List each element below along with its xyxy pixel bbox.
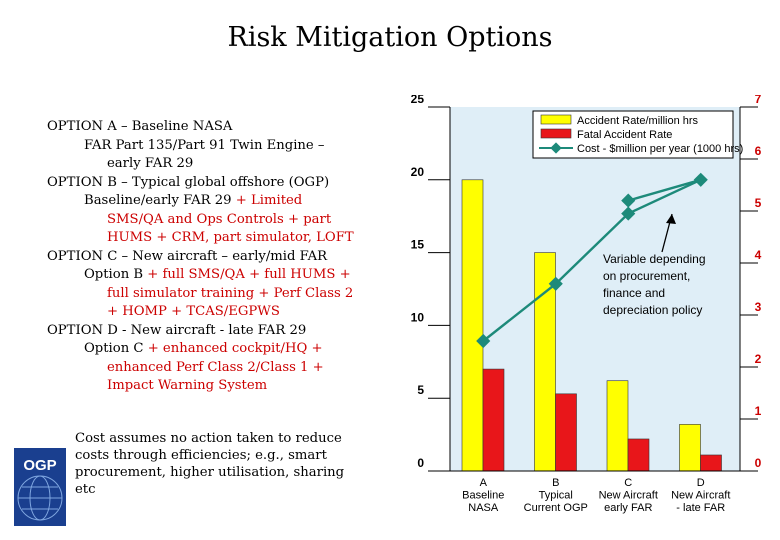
- option-text: enhanced Perf Class 2/Class 1 +: [107, 359, 324, 375]
- option-text: + HOMP + TCAS/EGPWS: [107, 304, 280, 319]
- right-tick-label: 0: [755, 456, 762, 470]
- option-text: SMS/QA and Ops Controls + part: [107, 211, 332, 227]
- option-text: Baseline/early FAR 29: [84, 193, 236, 208]
- option-text: early FAR 29: [107, 156, 194, 171]
- accident-rate-bar: [679, 424, 701, 472]
- category-label: A: [480, 477, 488, 489]
- annotation-arrowhead: [666, 214, 676, 224]
- left-tick-label: 5: [417, 383, 424, 397]
- option-text: full simulator training + Perf Class 2: [107, 285, 354, 301]
- option-line: + HOMP + TCAS/EGPWS: [47, 303, 387, 322]
- note-line: procurement, higher utilisation, sharing: [75, 465, 345, 480]
- option-text: FAR Part 135/Part 91 Twin Engine –: [84, 137, 325, 153]
- option-text: + enhanced cockpit/HQ +: [147, 341, 323, 356]
- left-tick-label: 20: [411, 165, 425, 179]
- annotation-line: Variable depending: [603, 252, 706, 266]
- right-tick-label: 7: [755, 95, 762, 106]
- left-tick-label: 10: [411, 310, 425, 324]
- legend-swatch: [540, 114, 572, 125]
- note-line: costs through efficiencies; e.g., smart: [75, 448, 327, 463]
- cost-point: [476, 333, 491, 349]
- legend-label: Accident Rate/million hrs: [577, 115, 699, 127]
- cost-point: [548, 276, 563, 291]
- cost-point: [693, 172, 708, 187]
- annotation-line: depreciation policy: [603, 303, 703, 317]
- legend-swatch: [540, 128, 572, 139]
- category-label: C: [624, 477, 632, 489]
- option-line: Impact Warning System: [47, 377, 387, 396]
- option-line: OPTION C – New aircraft – early/mid FAR: [47, 248, 387, 267]
- logo-text: OGP: [23, 457, 56, 474]
- fatal-rate-bar: [555, 393, 577, 472]
- cost-note: Cost assumes no action taken to reduce co…: [75, 430, 385, 498]
- option-text: OPTION A – Baseline NASA: [47, 119, 233, 134]
- category-label: NASA: [468, 502, 499, 514]
- note-line: Cost assumes no action taken to reduce: [75, 431, 342, 446]
- left-tick-label: 25: [411, 95, 425, 106]
- right-tick-label: 6: [755, 144, 762, 158]
- option-line: OPTION A – Baseline NASA: [47, 118, 387, 137]
- right-tick-label: 2: [755, 352, 762, 366]
- slide-title: Risk Mitigation Options: [227, 22, 553, 53]
- legend-label: Fatal Accident Rate: [577, 129, 672, 141]
- option-line: HUMS + CRM, part simulator, LOFT: [47, 229, 387, 248]
- option-text: Option B: [84, 267, 148, 282]
- category-label: New Aircraft: [599, 490, 658, 502]
- right-tick-label: 5: [755, 196, 762, 210]
- category-label: - late FAR: [676, 502, 725, 514]
- chart-legend: Accident Rate/million hrs Fatal Accident …: [532, 110, 743, 159]
- option-text: OPTION C – New aircraft – early/mid FAR: [47, 248, 328, 264]
- option-line: Option B + full SMS/QA + full HUMS +: [47, 266, 387, 285]
- risk-chart: 0 5 10 15 20 25 0 1 2 3 4 5 6 7 Accident Rate/million…: [411, 95, 762, 514]
- accident-rate-bar: [461, 179, 484, 472]
- category-label: early FAR: [604, 502, 652, 514]
- fatal-rate-bar: [482, 368, 505, 472]
- cost-point: [621, 206, 636, 221]
- note-line: etc: [75, 482, 96, 497]
- category-label: Current OGP: [524, 502, 588, 514]
- left-tick-label: 0: [417, 456, 424, 470]
- option-text: Option C: [84, 341, 148, 356]
- cost-line-alt: [627, 178, 702, 202]
- category-label: D: [697, 477, 705, 489]
- annotation-line: on procurement,: [603, 269, 691, 283]
- option-line: early FAR 29: [47, 155, 387, 174]
- option-line: OPTION B – Typical global offshore (OGP): [47, 174, 387, 193]
- annotation-line: finance and: [603, 286, 666, 300]
- category-label: B: [552, 477, 559, 489]
- option-line: OPTION D - New aircraft - late FAR 29: [47, 322, 387, 341]
- options-list: OPTION A – Baseline NASA FAR Part 135/Par…: [47, 118, 387, 396]
- option-line: SMS/QA and Ops Controls + part: [47, 211, 387, 230]
- option-text: + Limited: [235, 193, 303, 208]
- cost-line: [482, 178, 702, 342]
- left-tick-label: 15: [411, 238, 425, 252]
- right-tick-label: 1: [755, 404, 762, 418]
- category-label: Typical: [539, 490, 573, 502]
- right-tick-label: 3: [755, 300, 762, 314]
- category-label: New Aircraft: [671, 490, 730, 502]
- cost-point: [621, 193, 636, 208]
- accident-rate-bar: [606, 380, 629, 472]
- fatal-rate-bar: [700, 454, 722, 472]
- option-text: + full SMS/QA + full HUMS +: [147, 267, 351, 282]
- option-text: HUMS + CRM, part simulator, LOFT: [107, 230, 354, 245]
- option-line: full simulator training + Perf Class 2: [47, 285, 387, 304]
- option-line: Baseline/early FAR 29 + Limited: [47, 192, 387, 211]
- option-text: OPTION B – Typical global offshore (OGP): [47, 174, 330, 190]
- option-text: Impact Warning System: [107, 378, 268, 393]
- fatal-rate-bar: [627, 438, 650, 472]
- legend-label: Cost - $million per year (1000 hrs): [577, 143, 743, 155]
- option-line: Option C + enhanced cockpit/HQ +: [47, 340, 387, 359]
- cost-annotation: Variable depending on procurement, finance…: [603, 251, 743, 319]
- option-line: FAR Part 135/Part 91 Twin Engine –: [47, 137, 387, 156]
- ogp-logo: OGP: [14, 448, 66, 526]
- option-line: enhanced Perf Class 2/Class 1 +: [47, 359, 387, 378]
- right-tick-label: 4: [755, 248, 762, 262]
- category-label: Baseline: [462, 490, 504, 502]
- option-text: OPTION D - New aircraft - late FAR 29: [47, 322, 307, 338]
